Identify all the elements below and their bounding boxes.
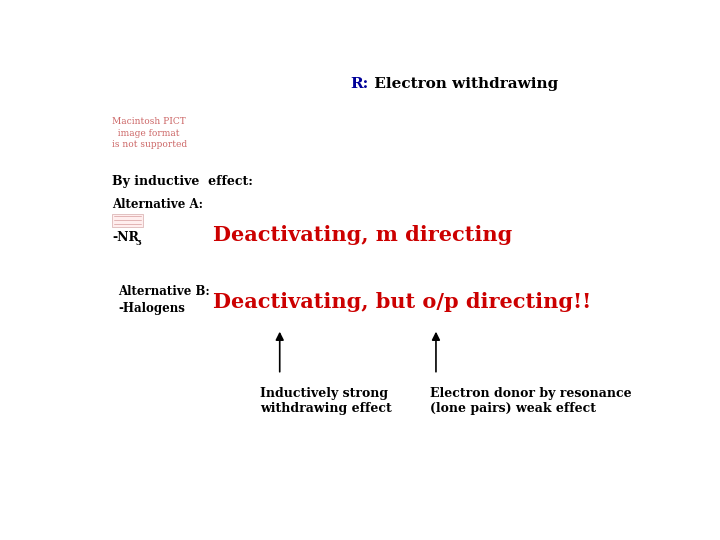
Text: -NR: -NR [112, 231, 139, 244]
Text: Deactivating, but o/p directing!!: Deactivating, but o/p directing!! [213, 292, 591, 312]
Text: Alternative B:: Alternative B: [118, 285, 210, 298]
Text: Inductively strong
withdrawing effect: Inductively strong withdrawing effect [260, 387, 392, 415]
Text: R:: R: [351, 77, 369, 91]
Text: By inductive  effect:: By inductive effect: [112, 175, 253, 188]
Text: 3: 3 [136, 239, 142, 247]
Text: Electron withdrawing: Electron withdrawing [369, 77, 558, 91]
Text: Macintosh PICT
  image format
is not supported: Macintosh PICT image format is not suppo… [112, 117, 187, 150]
Bar [112, 214, 143, 227]
Text: -Halogens: -Halogens [118, 301, 185, 314]
Text: Alternative A:: Alternative A: [112, 198, 203, 211]
Text: Electron donor by resonance
(lone pairs) weak effect: Electron donor by resonance (lone pairs)… [431, 387, 632, 415]
Text: Deactivating, m directing: Deactivating, m directing [213, 225, 512, 245]
